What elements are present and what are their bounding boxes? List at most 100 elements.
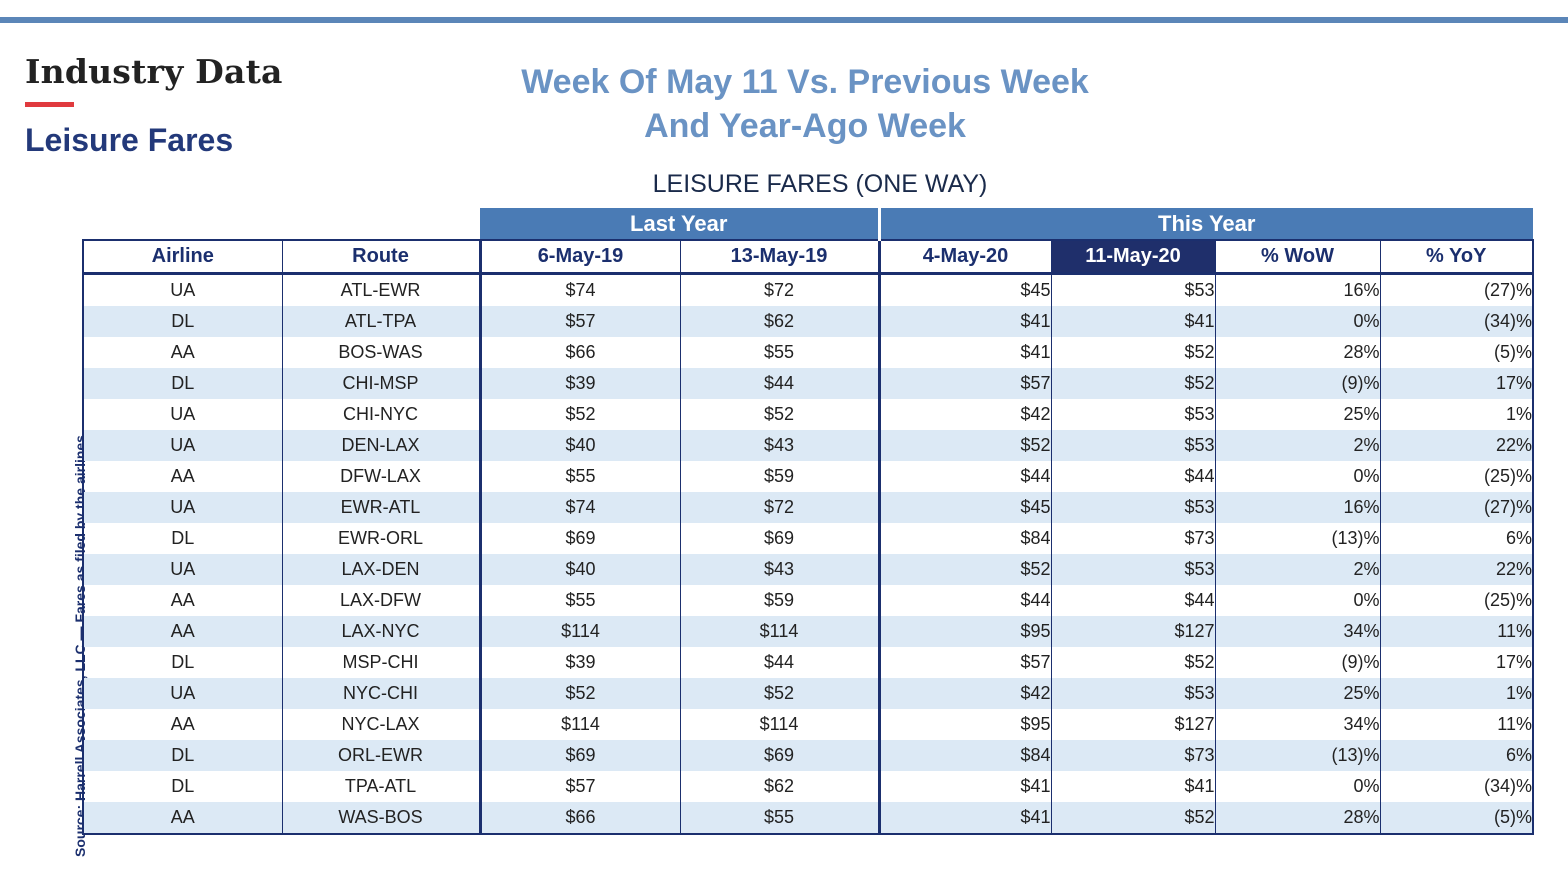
cell-airline: UA [82,678,282,709]
cell-airline: UA [82,399,282,430]
cell-airline: DL [82,647,282,678]
group-header-blank [83,208,480,240]
cell-route: LAX-DEN [281,554,480,585]
cell-6-may-19: $114 [478,616,680,647]
cell-pct-yoy: 1% [1379,399,1534,430]
cell-pct-wow: (13)% [1214,740,1380,771]
cell-11-may-20: $44 [1050,461,1215,492]
cell-pct-wow: 25% [1214,399,1380,430]
cell-6-may-19: $39 [478,647,680,678]
cell-4-may-20: $95 [877,709,1051,740]
cell-11-may-20: $53 [1050,273,1215,306]
cell-route: ATL-TPA [281,306,480,337]
group-header-this-year: This Year [877,208,1533,240]
group-header-last-year: Last Year [480,208,879,240]
cell-4-may-20: $95 [877,616,1051,647]
cell-4-may-20: $45 [877,492,1051,523]
fare-rows: UA ATL-EWR $74 $72 $45 $53 16% (27)% DL ATL-TPA $5… [82,273,1534,835]
cell-13-may-19: $114 [679,616,879,647]
table-row: UA NYC-CHI $52 $52 $42 $53 25% 1% [82,678,1534,709]
cell-pct-yoy: (27)% [1379,273,1534,306]
cell-13-may-19: $55 [679,802,879,835]
cell-11-may-20: $41 [1050,306,1215,337]
table-row: AA NYC-LAX $114 $114 $95 $127 34% 11% [82,709,1534,740]
cell-4-may-20: $41 [877,337,1051,368]
cell-6-may-19: $114 [478,709,680,740]
cell-11-may-20: $52 [1050,802,1215,835]
cell-airline: UA [82,554,282,585]
cell-pct-yoy: (25)% [1379,585,1534,616]
cell-route: MSP-CHI [281,647,480,678]
title-underline [25,102,74,107]
cell-pct-wow: (13)% [1214,523,1380,554]
cell-pct-yoy: 6% [1379,740,1534,771]
cell-route: LAX-NYC [281,616,480,647]
cell-4-may-20: $45 [877,273,1051,306]
cell-13-may-19: $62 [679,771,879,802]
cell-4-may-20: $41 [877,771,1051,802]
cell-13-may-19: $59 [679,461,879,492]
cell-pct-wow: 2% [1214,554,1380,585]
cell-6-may-19: $39 [478,368,680,399]
cell-4-may-20: $41 [877,802,1051,835]
cell-11-may-20: $127 [1050,709,1215,740]
cell-4-may-20: $84 [877,740,1051,771]
cell-airline: AA [82,585,282,616]
cell-airline: DL [82,306,282,337]
cell-pct-yoy: 6% [1379,523,1534,554]
cell-airline: DL [82,771,282,802]
cell-route: DEN-LAX [281,430,480,461]
cell-airline: UA [82,492,282,523]
cell-13-may-19: $114 [679,709,879,740]
cell-6-may-19: $74 [478,492,680,523]
cell-11-may-20: $53 [1050,554,1215,585]
cell-4-may-20: $42 [877,399,1051,430]
cell-11-may-20: $73 [1050,523,1215,554]
cell-pct-wow: 0% [1214,461,1380,492]
group-header-row: Last Year This Year [83,208,1533,240]
cell-airline: AA [82,616,282,647]
cell-pct-yoy: (5)% [1379,337,1534,368]
cell-route: BOS-WAS [281,337,480,368]
cell-6-may-19: $52 [478,678,680,709]
cell-pct-wow: 0% [1214,771,1380,802]
table-row: DL TPA-ATL $57 $62 $41 $41 0% (34)% [82,771,1534,802]
cell-pct-yoy: (25)% [1379,461,1534,492]
top-accent-rule [0,17,1568,23]
cell-pct-wow: 16% [1214,492,1380,523]
cell-13-may-19: $52 [679,678,879,709]
cell-6-may-19: $69 [478,740,680,771]
cell-pct-yoy: 17% [1379,368,1534,399]
cell-route: CHI-MSP [281,368,480,399]
table-row: AA LAX-DFW $55 $59 $44 $44 0% (25)% [82,585,1534,616]
cell-airline: UA [82,430,282,461]
cell-13-may-19: $52 [679,399,879,430]
cell-13-may-19: $69 [679,523,879,554]
cell-13-may-19: $43 [679,554,879,585]
cell-pct-yoy: (27)% [1379,492,1534,523]
cell-13-may-19: $69 [679,740,879,771]
cell-11-may-20: $44 [1050,585,1215,616]
table-row: DL MSP-CHI $39 $44 $57 $52 (9)% 17% [82,647,1534,678]
cell-11-may-20: $53 [1050,430,1215,461]
cell-4-may-20: $84 [877,523,1051,554]
cell-pct-wow: (9)% [1214,368,1380,399]
cell-route: EWR-ATL [281,492,480,523]
cell-pct-wow: 28% [1214,802,1380,835]
column-header-route: Route [281,239,480,275]
cell-pct-yoy: 22% [1379,430,1534,461]
cell-13-may-19: $44 [679,647,879,678]
table-row: DL CHI-MSP $39 $44 $57 $52 (9)% 17% [82,368,1534,399]
table-row: AA LAX-NYC $114 $114 $95 $127 34% 11% [82,616,1534,647]
cell-pct-wow: 16% [1214,273,1380,306]
cell-pct-wow: 34% [1214,616,1380,647]
column-header-6-may-19: 6-May-19 [478,239,680,275]
cell-airline: AA [82,337,282,368]
cell-pct-yoy: 22% [1379,554,1534,585]
column-header-airline: Airline [82,239,282,275]
cell-4-may-20: $42 [877,678,1051,709]
cell-airline: AA [82,461,282,492]
cell-6-may-19: $69 [478,523,680,554]
cell-pct-wow: 2% [1214,430,1380,461]
cell-13-may-19: $44 [679,368,879,399]
